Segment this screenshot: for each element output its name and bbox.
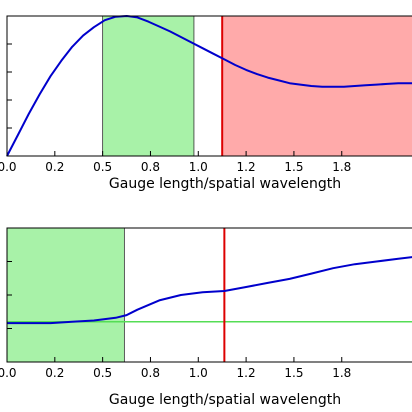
x-tick-label: 0.8 xyxy=(141,366,160,380)
x-tick-label: 0.2 xyxy=(45,160,64,174)
x-tick-label: 1.5 xyxy=(284,160,303,174)
green-band xyxy=(102,15,195,157)
x-tick-label: 1.2 xyxy=(237,160,256,174)
x-tick-label: 1.8 xyxy=(332,160,351,174)
chart-bottom: 0.0 0.2 0.5 0.8 1.0 1.2 1.5 1.8 xyxy=(0,227,412,380)
series-line xyxy=(7,256,412,325)
x-tick-label: 1.0 xyxy=(189,160,208,174)
x-tick-label: 0.5 xyxy=(93,160,112,174)
x-tick-label: 1.0 xyxy=(189,366,208,380)
chart-top: 0.0 0.2 0.5 0.8 1.0 1.2 1.5 1.8 xyxy=(0,15,412,174)
x-tick-label: 1.2 xyxy=(237,366,256,380)
x-tick-label: 0.0 xyxy=(0,366,17,380)
x-tick-label: 0.0 xyxy=(0,160,17,174)
x-tick-label: 1.5 xyxy=(284,366,303,380)
x-tick-label: 0.8 xyxy=(141,160,160,174)
axes-frame xyxy=(6,15,412,157)
series-line xyxy=(6,15,412,157)
green-band xyxy=(6,227,125,363)
x-axis-label-bottom: Gauge length/spatial wavelength xyxy=(109,392,341,408)
x-tick-label: 0.2 xyxy=(45,366,64,380)
x-tick-label: 1.8 xyxy=(332,366,351,380)
x-axis-label-top: Gauge length/spatial wavelength xyxy=(109,176,341,192)
x-tick-label: 0.5 xyxy=(93,366,112,380)
